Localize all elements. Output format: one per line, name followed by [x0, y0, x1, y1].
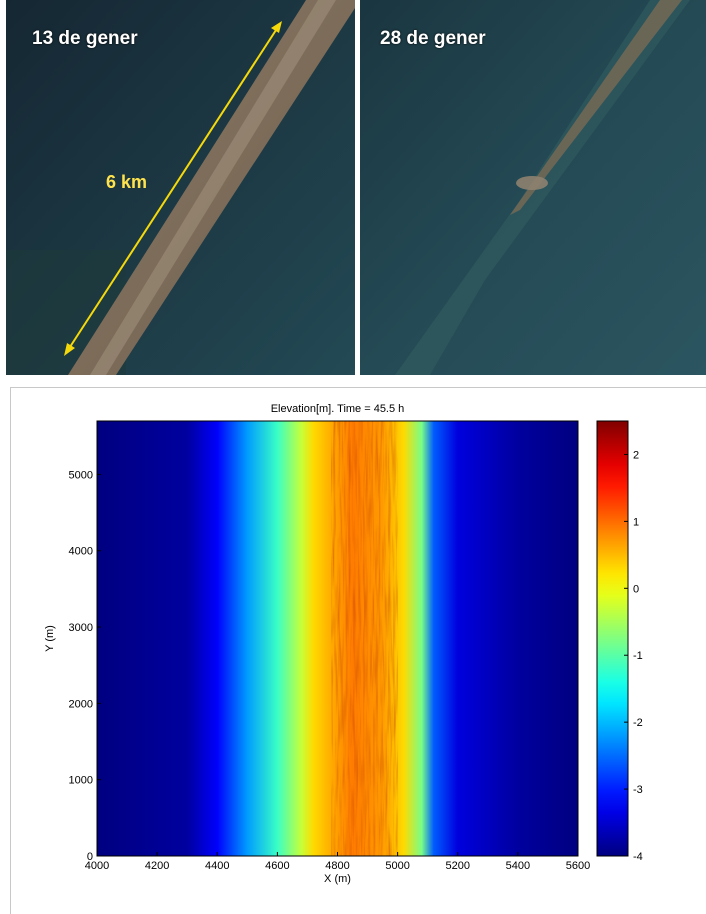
colorbar-tick-label: -2	[633, 717, 643, 729]
x-tick-label: 5200	[446, 860, 470, 872]
x-tick-label: 4400	[205, 860, 229, 872]
colorbar-tick-label: 2	[633, 449, 639, 461]
x-tick-label: 4600	[265, 860, 289, 872]
x-tick-label: 5400	[506, 860, 530, 872]
chart-title: Elevation[m]. Time = 45.5 h	[271, 403, 405, 415]
x-tick-label: 5000	[385, 860, 409, 872]
satellite-photo-jan-28: 28 de gener	[360, 0, 706, 375]
colorbar-tick-label: -1	[633, 650, 643, 662]
y-tick-label: 2000	[69, 698, 93, 710]
satellite-photo-jan-13: 13 de gener 6 km	[6, 0, 355, 375]
heatmap-plot-area	[96, 420, 579, 857]
y-axis: 0 1000 2000 3000 4000 5000	[69, 469, 101, 863]
x-tick-label: 4800	[325, 860, 349, 872]
y-tick-label: 1000	[69, 775, 93, 787]
photo-date-label-left: 13 de gener	[32, 28, 138, 49]
y-axis-label: Y (m)	[44, 625, 56, 652]
colorbar-tick-label: 0	[633, 583, 639, 595]
colorbar-tick-label: 1	[633, 516, 639, 528]
elevation-chart: Elevation[m]. Time = 45.5 h 4000 4200 4400…	[10, 387, 706, 914]
photo-date-label-right: 28 de gener	[380, 28, 486, 49]
y-tick-label: 3000	[69, 622, 93, 634]
colorbar: 2 1 0 -1 -2 -3 -4	[596, 420, 643, 863]
x-axis: 4000 4200 4400 4600 4800 5000 5200 5400 5600	[85, 852, 590, 872]
x-tick-label: 5600	[566, 860, 590, 872]
colorbar-tick-label: -3	[633, 784, 643, 796]
y-tick-label: 0	[87, 851, 93, 863]
x-tick-label: 4000	[85, 860, 109, 872]
y-tick-label: 5000	[69, 469, 93, 481]
scale-distance-label: 6 km	[106, 172, 148, 192]
colorbar-scale	[596, 420, 629, 857]
y-tick-label: 4000	[69, 546, 93, 558]
dune-crest-texture	[331, 421, 398, 856]
x-tick-label: 4200	[145, 860, 169, 872]
scale-arrow-icon	[64, 21, 282, 356]
x-axis-label: X (m)	[324, 873, 351, 885]
colorbar-tick-label: -4	[633, 851, 643, 863]
